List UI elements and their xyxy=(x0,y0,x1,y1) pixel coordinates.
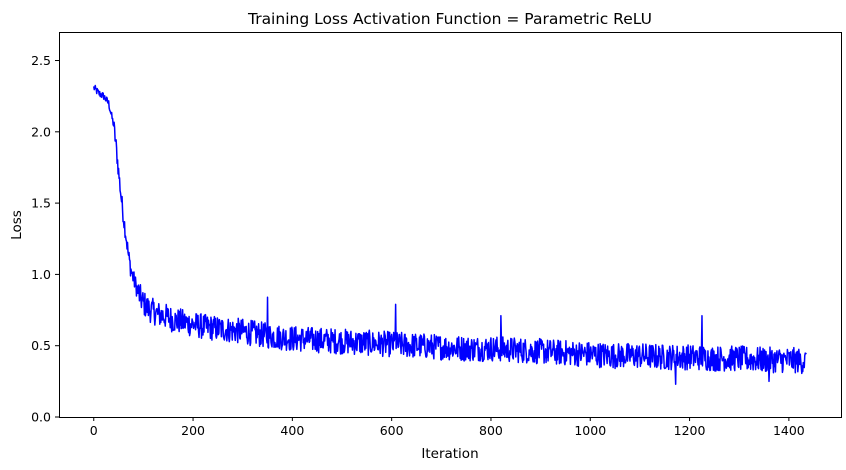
x-axis: 0 200 400 600 800 1000 1200 1400 xyxy=(90,417,805,438)
x-tick-label: 1000 xyxy=(574,423,606,438)
x-tick-label: 600 xyxy=(380,423,404,438)
x-tick-label: 400 xyxy=(280,423,304,438)
y-axis-label: Loss xyxy=(9,210,25,240)
y-tick-label: 1.0 xyxy=(31,267,51,282)
y-tick-label: 1.5 xyxy=(31,196,51,211)
x-tick-label: 200 xyxy=(181,423,205,438)
plot-frame xyxy=(59,32,842,418)
x-axis-label: Iteration xyxy=(421,446,478,462)
y-tick-label: 2.0 xyxy=(31,124,51,139)
x-tick-label: 800 xyxy=(479,423,503,438)
y-tick-label: 2.5 xyxy=(31,53,51,68)
y-tick-label: 0.5 xyxy=(31,338,51,353)
x-tick-label: 0 xyxy=(90,423,98,438)
y-axis: 0.0 0.5 1.0 1.5 2.0 2.5 xyxy=(31,53,59,425)
series-line-loss xyxy=(93,84,807,385)
y-tick-label: 0.0 xyxy=(31,410,51,425)
x-tick-label: 1200 xyxy=(674,423,706,438)
chart-title: Training Loss Activation Function = Para… xyxy=(247,10,652,28)
x-tick-label: 1400 xyxy=(773,423,805,438)
plot-area xyxy=(93,84,807,385)
